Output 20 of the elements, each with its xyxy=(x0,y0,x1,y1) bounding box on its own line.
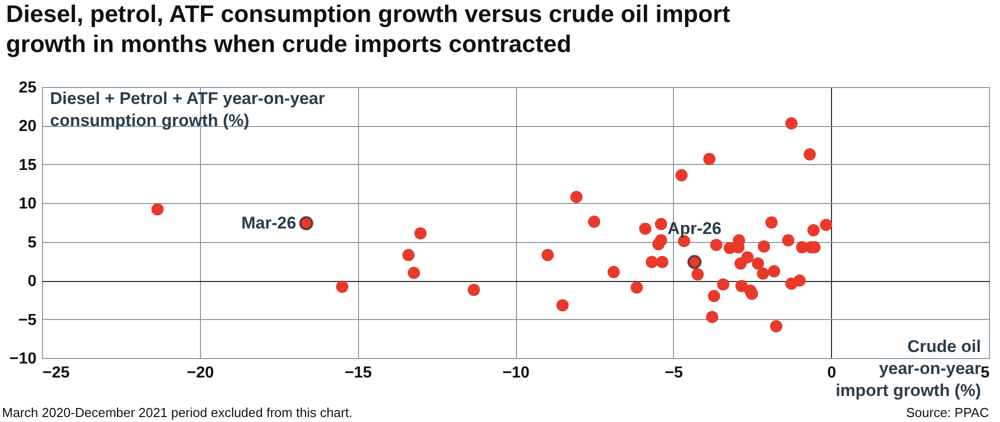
chart-title: Diesel, petrol, ATF consumption growth versus crude oil import growth in months when crude imports contracted xyxy=(6,1,730,58)
x-tick-label: −20 xyxy=(186,364,214,382)
y-tick-label: 20 xyxy=(18,118,37,136)
x-tick-label: −15 xyxy=(344,364,372,382)
x-tick-label: −10 xyxy=(502,364,530,382)
y-tick-label: 25 xyxy=(18,80,37,96)
y-tick-label: 0 xyxy=(28,273,37,290)
source-note: Source: PPAC xyxy=(906,405,989,420)
x-axis-title: Crude oil year-on-year import growth (%) xyxy=(836,337,982,400)
y-tick-label: 5 xyxy=(28,234,37,252)
x-tick-label: −25 xyxy=(42,364,70,382)
x-tick-label: 0 xyxy=(827,364,836,382)
y-tick-label: −5 xyxy=(18,312,37,329)
text: March 2020-December 2021 period excluded from this chart. xyxy=(2,405,352,420)
y-tick-label: −10 xyxy=(9,350,37,368)
x-tick-label: −5 xyxy=(664,364,684,382)
x-tick-label: 5 xyxy=(980,364,990,382)
annotation: Mar-26 xyxy=(241,213,296,232)
y-tick-label: 15 xyxy=(18,156,37,174)
y-tick-label: 10 xyxy=(18,196,37,213)
